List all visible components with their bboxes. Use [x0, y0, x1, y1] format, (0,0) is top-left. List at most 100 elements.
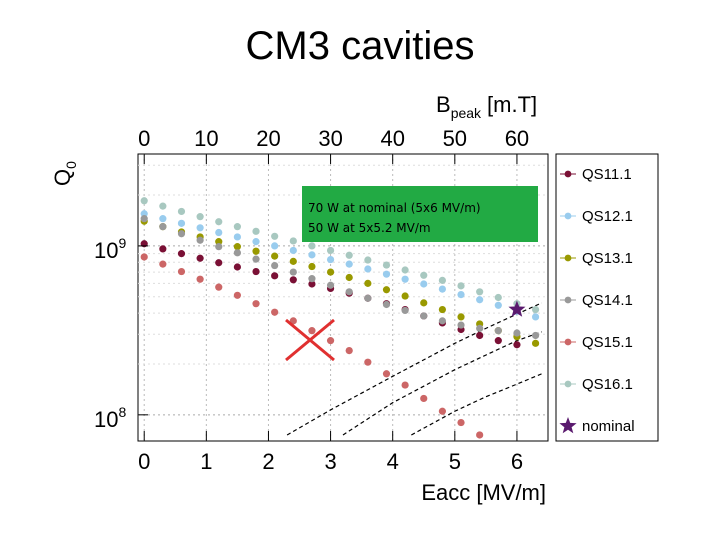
data-point [233, 223, 241, 231]
data-point [382, 370, 391, 378]
data-point [420, 299, 428, 307]
data-point [476, 331, 484, 340]
data-point [401, 381, 409, 389]
top-tick-label-6: 60 [505, 126, 529, 151]
data-point [494, 293, 502, 302]
annotation-line-1: 70 W at nominal (5x6 MV/m) [308, 201, 481, 215]
legend-label-QS16.1: QS16.1 [582, 376, 633, 393]
data-point [140, 253, 148, 261]
data-point [159, 260, 167, 268]
top-axis-label: Bpeak [m.T] [436, 92, 537, 121]
legend-marker-QS16.1 [564, 380, 572, 388]
y-axis-ticks: 109 108 [94, 235, 148, 432]
data-point [159, 245, 167, 253]
legend-label-QS14.1: QS14.1 [582, 292, 633, 309]
data-point [438, 317, 446, 325]
data-point [382, 286, 391, 294]
data-point [382, 270, 391, 278]
data-point [177, 230, 186, 238]
y-tick-label-1: 108 [94, 404, 126, 432]
data-point [308, 251, 316, 259]
data-point [233, 243, 241, 251]
data-point [457, 282, 465, 290]
data-point [215, 283, 223, 291]
legend-marker-QS13.1 [564, 254, 572, 262]
data-point [252, 247, 260, 255]
top-tick-label-4: 40 [380, 126, 404, 151]
data-point [438, 407, 446, 415]
top-tick-label-1: 10 [194, 126, 218, 151]
data-point [140, 197, 148, 205]
data-point [513, 329, 521, 337]
annotation-line-2: 50 W at 5x5.2 MV/m [308, 221, 431, 235]
data-point [476, 324, 484, 332]
data-point [252, 300, 260, 308]
data-point [271, 308, 279, 316]
data-point [196, 275, 204, 283]
data-point [159, 202, 167, 210]
x-axis-label: Eacc [MV/m] [421, 480, 546, 505]
data-point [289, 276, 297, 284]
data-point [289, 237, 297, 245]
data-point [364, 265, 372, 273]
legend-label-nominal: nominal [582, 418, 635, 435]
legend-marker-QS12.1 [564, 212, 572, 220]
data-point [308, 275, 316, 283]
data-point [177, 207, 186, 216]
top-tick-label-5: 50 [443, 126, 467, 151]
nominal-point [508, 300, 526, 317]
data-point [382, 300, 391, 309]
data-point [364, 294, 372, 302]
data-point [494, 327, 502, 335]
data-point [326, 337, 335, 345]
data-point [457, 321, 465, 329]
nominal-star-marker [508, 300, 526, 317]
data-point [364, 256, 372, 264]
data-point [289, 257, 297, 265]
data-point [271, 261, 279, 270]
data-point [513, 341, 521, 349]
data-point [196, 224, 204, 232]
top-tick-label-0: 0 [138, 126, 150, 151]
data-point [271, 272, 279, 280]
data-point [364, 358, 372, 366]
top-axis-label-main: B [436, 92, 451, 117]
data-point [252, 255, 260, 263]
x-axis-ticks: 0 1 2 3 4 5 6 [138, 431, 523, 474]
data-point [494, 337, 502, 345]
legend-marker-QS11.1 [564, 170, 572, 178]
annotation-background [302, 186, 538, 242]
data-point [196, 236, 204, 244]
x-tick-label-1: 1 [200, 449, 212, 474]
x-tick-label-2: 2 [262, 449, 274, 474]
data-point [531, 339, 540, 347]
data-point [252, 227, 260, 235]
legend: QS11.1 QS12.1 QS13.1 QS14.1 QS15.1 QS16.1 nomi… [559, 166, 635, 435]
series-QS14.1 [140, 215, 540, 340]
data-point [308, 327, 316, 335]
x-tick-label-0: 0 [138, 449, 150, 474]
data-point [271, 252, 279, 260]
data-point [401, 292, 409, 300]
legend-marker-QS15.1 [564, 338, 572, 346]
data-point [177, 219, 186, 227]
y-axis-label-main: Q [50, 169, 75, 186]
data-point [531, 331, 540, 340]
data-point [420, 271, 428, 279]
data-point [233, 263, 241, 271]
series-QS12.1 [140, 210, 540, 321]
data-point [476, 431, 484, 439]
top-tick-label-3: 30 [318, 126, 342, 151]
legend-label-QS13.1: QS13.1 [582, 250, 633, 267]
data-series [140, 197, 540, 439]
cross-mark-plot-b [285, 318, 335, 362]
data-point [457, 418, 465, 427]
data-point [420, 394, 428, 403]
data-point [215, 259, 223, 267]
data-point [401, 275, 409, 283]
legend-label-QS12.1: QS12.1 [582, 208, 633, 225]
data-point [215, 218, 223, 226]
data-point [382, 261, 391, 269]
data-point [401, 306, 409, 315]
data-point [177, 250, 186, 258]
